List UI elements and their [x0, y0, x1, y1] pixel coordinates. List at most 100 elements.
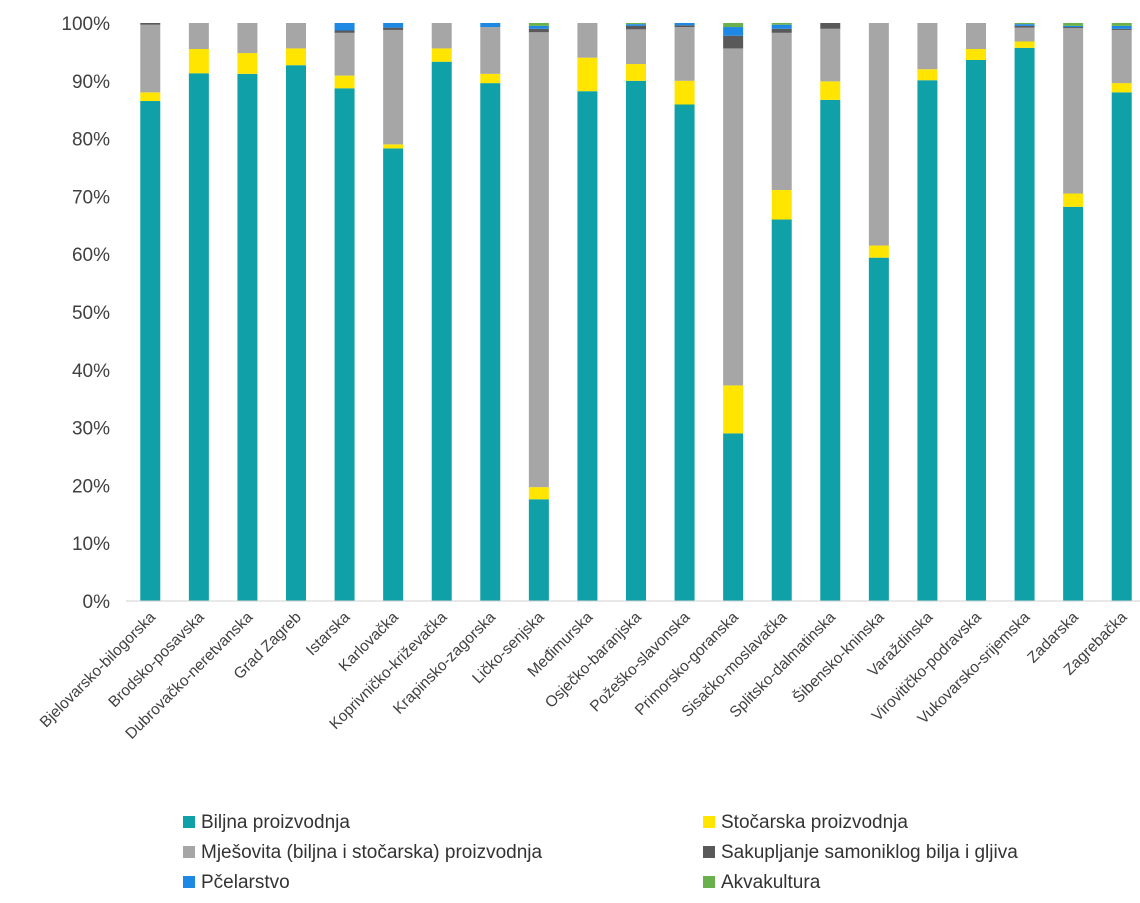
- y-tick-label: 50%: [72, 303, 110, 324]
- bar-segment: [188, 49, 209, 74]
- bar-segment: [868, 23, 889, 246]
- legend-label: Sakupljanje samoniklog bilja i gljiva: [721, 842, 1018, 863]
- bar-segment: [723, 48, 744, 386]
- bar-segment: [140, 23, 161, 25]
- bar-segment: [674, 27, 695, 81]
- bar-segment: [674, 25, 695, 28]
- bar-segment: [868, 257, 889, 601]
- legend-swatch: [703, 816, 715, 828]
- legend-label: Akvakultura: [721, 872, 821, 893]
- bar-segment: [383, 144, 404, 149]
- bar-segment: [1111, 29, 1132, 84]
- bar-segment: [1063, 28, 1084, 194]
- legend-swatch: [183, 816, 195, 828]
- x-tick-label: Šibensko-kninska: [790, 609, 888, 707]
- bar-segment: [820, 99, 841, 602]
- bar-segment: [1063, 25, 1084, 28]
- bars-layer: [140, 23, 1132, 602]
- legend-label: Mješovita (biljna i stočarska) proizvodn…: [201, 842, 543, 863]
- legend-label: Biljna proizvodnja: [201, 812, 350, 833]
- bar-segment: [1063, 193, 1084, 207]
- bar-segment: [480, 27, 501, 74]
- bar-segment: [723, 23, 744, 28]
- bar-segment: [140, 92, 161, 102]
- y-tick-label: 80%: [72, 130, 110, 151]
- legend-swatch: [703, 846, 715, 858]
- bar-segment: [1014, 41, 1035, 48]
- y-tick-label: 40%: [72, 361, 110, 382]
- bar-segment: [577, 91, 598, 601]
- bar-segment: [188, 73, 209, 601]
- bar-segment: [334, 75, 355, 89]
- bar-segment: [286, 48, 306, 66]
- bar-segment: [771, 32, 792, 191]
- bar-segment: [917, 69, 938, 81]
- bar-segment: [771, 219, 792, 601]
- bar-segment: [966, 59, 986, 601]
- bar-segment: [480, 83, 501, 601]
- y-tick-label: 30%: [72, 419, 110, 440]
- bar-segment: [723, 35, 744, 49]
- bar-segment: [674, 80, 695, 105]
- legend-swatch: [183, 876, 195, 888]
- x-axis-ticks: Bjelovarsko-bilogorskaBrodsko-posavskaDu…: [37, 609, 1131, 743]
- bar-segment: [1014, 23, 1035, 25]
- y-axis-ticks: 0% 10% 20% 30% 40% 50% 60% 70% 80% 90% 100%: [61, 14, 110, 613]
- bar-segment: [820, 81, 841, 100]
- bar-segment: [237, 23, 258, 54]
- y-tick-label: 100%: [61, 14, 110, 35]
- bar-segment: [1014, 27, 1035, 42]
- bar-segment: [966, 49, 986, 60]
- bar-segment: [771, 190, 792, 220]
- bar-segment: [626, 29, 646, 65]
- bar-segment: [577, 57, 598, 92]
- bar-segment: [626, 80, 646, 602]
- bar-segment: [577, 23, 598, 58]
- legend-label: Pčelarstvo: [201, 872, 290, 893]
- bar-segment: [771, 23, 792, 25]
- y-tick-label: 20%: [72, 476, 110, 497]
- bar-segment: [917, 23, 938, 70]
- y-tick-label: 90%: [72, 72, 110, 93]
- bar-segment: [626, 64, 646, 81]
- bar-segment: [480, 23, 501, 28]
- bar-segment: [1014, 25, 1035, 28]
- bar-segment: [528, 23, 549, 26]
- bar-segment: [723, 385, 744, 434]
- y-tick-label: 60%: [72, 245, 110, 266]
- bar-segment: [383, 29, 404, 145]
- bar-segment: [383, 148, 404, 601]
- bar-segment: [334, 88, 355, 601]
- bar-segment: [1063, 27, 1084, 29]
- bar-segment: [820, 28, 841, 82]
- bar-segment: [1063, 206, 1084, 601]
- y-tick-label: 0%: [83, 592, 111, 613]
- bar-segment: [1063, 23, 1084, 26]
- bar-segment: [237, 53, 258, 74]
- bar-segment: [431, 48, 452, 62]
- bar-segment: [286, 65, 306, 602]
- bar-segment: [966, 23, 986, 50]
- bar-segment: [431, 23, 452, 49]
- bar-segment: [626, 23, 646, 25]
- legend-swatch: [183, 846, 195, 858]
- bar-segment: [1111, 92, 1132, 602]
- bar-segment: [528, 25, 549, 29]
- bar-segment: [1111, 25, 1132, 29]
- bar-segment: [528, 28, 549, 33]
- bar-segment: [771, 24, 792, 29]
- bar-segment: [431, 61, 452, 601]
- bar-segment: [334, 30, 355, 33]
- bar-segment: [383, 27, 404, 30]
- bar-segment: [528, 32, 549, 488]
- y-tick-label: 70%: [72, 187, 110, 208]
- bar-segment: [1014, 24, 1035, 26]
- bar-segment: [917, 80, 938, 602]
- bar-segment: [480, 73, 501, 84]
- legend-swatch: [703, 876, 715, 888]
- bar-segment: [334, 32, 355, 76]
- bar-segment: [140, 101, 161, 601]
- bar-segment: [626, 25, 646, 30]
- bar-segment: [383, 23, 404, 28]
